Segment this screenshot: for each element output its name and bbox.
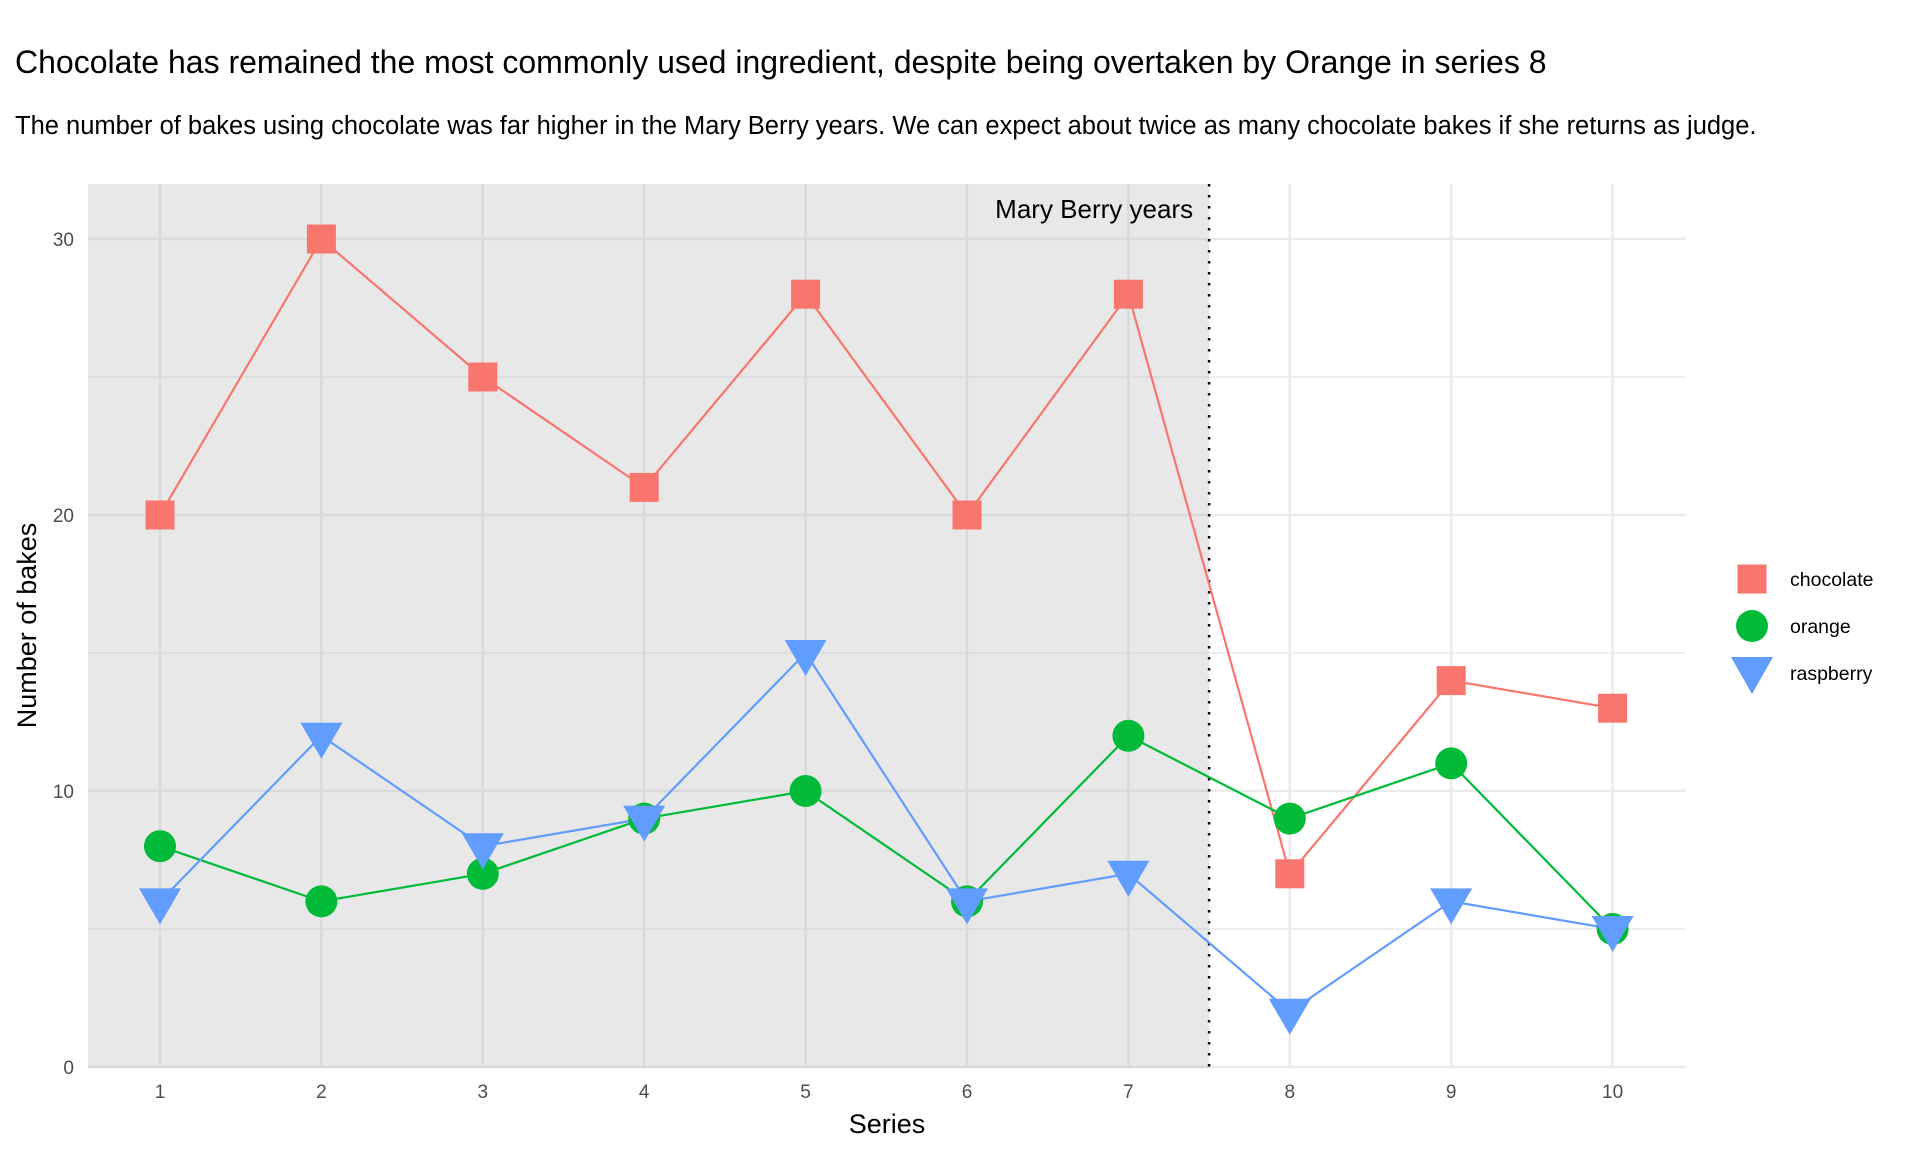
legend-key-chocolate <box>1737 564 1767 594</box>
point-orange <box>1112 719 1145 752</box>
point-chocolate <box>468 362 498 392</box>
chart-title: Chocolate has remained the most commonly… <box>15 44 1547 80</box>
y-axis-title: Number of bakes <box>12 523 42 729</box>
x-tick-label: 8 <box>1285 1082 1296 1103</box>
point-orange <box>789 775 822 807</box>
point-chocolate <box>145 500 175 530</box>
point-orange <box>466 857 499 890</box>
point-raspberry <box>300 722 343 759</box>
point-orange <box>1435 747 1468 780</box>
line-raspberry <box>159 651 1613 1014</box>
x-tick-label: 9 <box>1446 1082 1457 1103</box>
point-chocolate <box>1598 693 1628 723</box>
legend-label-orange: orange <box>1790 616 1851 638</box>
point-chocolate <box>952 500 982 530</box>
x-tick-label: 2 <box>316 1082 327 1103</box>
point-raspberry <box>1430 888 1473 925</box>
legend-item-chocolate: chocolate <box>1737 564 1873 594</box>
point-raspberry <box>784 640 827 676</box>
x-axis-title: Series <box>849 1109 926 1139</box>
point-chocolate <box>1436 666 1466 696</box>
point-chocolate <box>791 279 821 309</box>
x-tick-label: 5 <box>800 1082 811 1103</box>
point-raspberry <box>139 888 181 925</box>
point-orange <box>1273 802 1306 835</box>
point-raspberry <box>1107 860 1150 897</box>
point-chocolate <box>1113 279 1143 309</box>
x-tick-label: 6 <box>962 1082 973 1103</box>
line-chocolate <box>159 237 1613 877</box>
point-raspberry <box>1268 998 1311 1035</box>
shaded-region <box>88 184 1210 1067</box>
legend-item-orange: orange <box>1736 610 1851 642</box>
point-raspberry <box>461 833 504 870</box>
x-tick-label: 3 <box>478 1082 489 1103</box>
legend: chocolate orange raspberry <box>1731 564 1873 694</box>
y-tick-label: 0 <box>63 1058 74 1079</box>
shaded-rect <box>88 184 1210 1067</box>
point-chocolate <box>629 472 659 502</box>
y-tick-label: 30 <box>53 230 74 251</box>
y-tick-label: 20 <box>53 506 74 527</box>
y-axis-ticks: 0 10 20 30 <box>53 230 74 1079</box>
x-tick-label: 1 <box>155 1082 166 1103</box>
series-lines <box>159 237 1614 1014</box>
point-chocolate <box>1275 859 1305 889</box>
chart-subtitle: The number of bakes using chocolate was … <box>15 112 1757 140</box>
mary-berry-annotation: Mary Berry years <box>995 194 1193 224</box>
legend-label-raspberry: raspberry <box>1790 663 1873 685</box>
legend-item-raspberry: raspberry <box>1731 657 1873 694</box>
x-tick-label: 4 <box>639 1082 650 1103</box>
x-axis-ticks: 1 2 3 4 5 6 7 8 9 10 <box>155 1082 1623 1103</box>
line-orange <box>159 734 1614 930</box>
point-raspberry <box>623 805 666 842</box>
point-raspberry <box>1591 916 1634 952</box>
y-tick-label: 10 <box>53 782 74 803</box>
legend-key-raspberry <box>1731 657 1773 694</box>
legend-label-chocolate: chocolate <box>1790 569 1873 591</box>
point-chocolate <box>306 224 336 254</box>
x-tick-label: 10 <box>1602 1082 1623 1103</box>
x-tick-label: 7 <box>1123 1082 1134 1103</box>
point-orange <box>144 830 176 863</box>
legend-key-orange <box>1736 610 1768 642</box>
series-markers <box>139 224 1634 1035</box>
point-orange <box>305 885 338 918</box>
point-raspberry <box>946 888 988 925</box>
